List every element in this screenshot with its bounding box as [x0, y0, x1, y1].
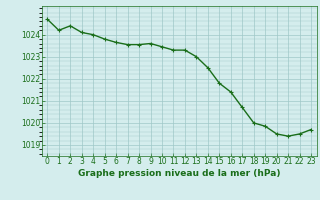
- X-axis label: Graphe pression niveau de la mer (hPa): Graphe pression niveau de la mer (hPa): [78, 169, 280, 178]
